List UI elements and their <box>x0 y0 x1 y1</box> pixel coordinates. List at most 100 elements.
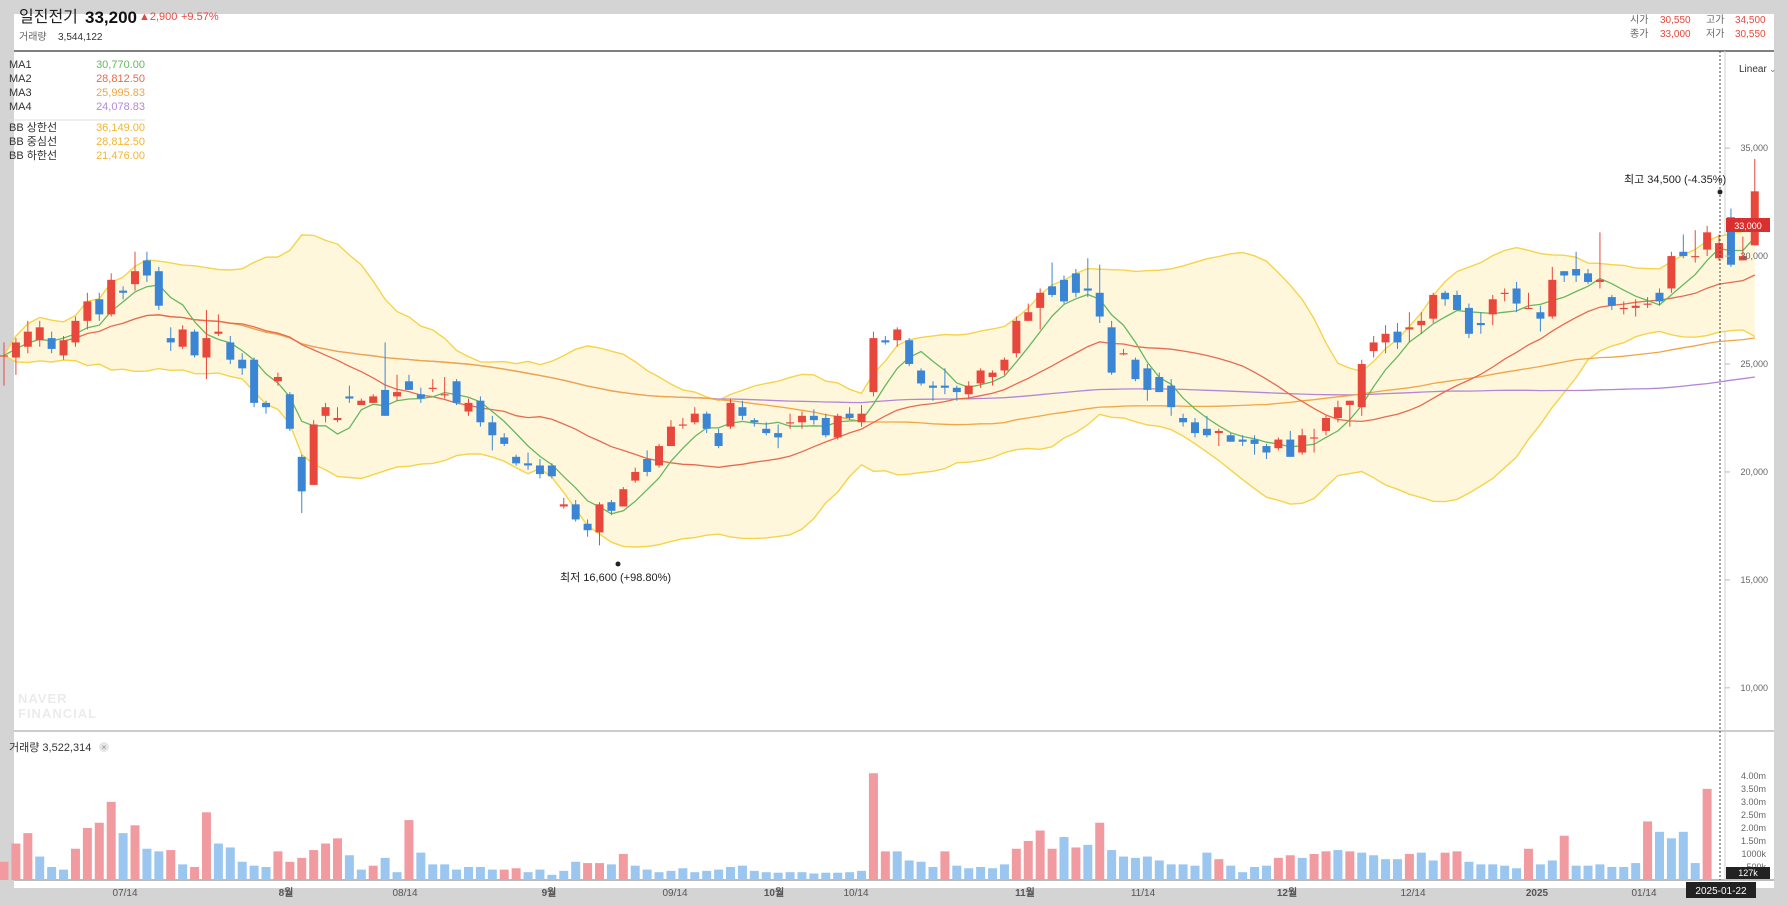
scale-mode-selector[interactable]: Linear ⌄ <box>1739 64 1777 75</box>
candle-body <box>1595 279 1604 282</box>
candle-body <box>1369 342 1378 352</box>
volume-bar <box>59 869 69 880</box>
volume-bar <box>1440 852 1450 880</box>
candle-body <box>1405 327 1414 330</box>
legend-value: 28,812.50 <box>96 73 145 85</box>
candle <box>524 452 533 470</box>
candle <box>1083 258 1092 298</box>
candle <box>226 335 235 365</box>
volume-bar <box>309 850 319 880</box>
volume-bar <box>642 869 652 880</box>
candle <box>262 400 271 414</box>
candle-body <box>1619 307 1628 310</box>
price-axis-label: 15,000 <box>1740 575 1768 585</box>
candle-body <box>750 420 759 423</box>
volume-bar <box>761 872 771 880</box>
scale-mode-label[interactable]: Linear <box>1739 64 1767 75</box>
volume-bar <box>344 855 354 880</box>
legend-value: 30,770.00 <box>96 59 145 71</box>
open-label: 시가 <box>1630 14 1648 26</box>
candle <box>1643 297 1652 308</box>
candle-body <box>1202 428 1211 436</box>
volume-bar <box>547 874 557 880</box>
candle <box>595 502 604 546</box>
volume-bar <box>1369 855 1379 880</box>
axes: 35,000 30,000 25,000 20,000 15,000 10,000 4.00… <box>112 143 1768 899</box>
candle <box>142 251 151 282</box>
candle-body <box>285 394 294 429</box>
candle-body <box>881 340 890 343</box>
volume-bar <box>797 872 807 880</box>
candle <box>750 417 759 427</box>
candle-body <box>678 424 687 426</box>
close-icon[interactable] <box>99 742 109 752</box>
candle-body <box>440 394 449 396</box>
candle-body <box>1083 288 1092 291</box>
volume-bar <box>416 852 426 880</box>
candle-body <box>512 456 521 464</box>
volume-label: 거래량 <box>19 31 47 43</box>
candle-body <box>1500 292 1509 294</box>
candle-body <box>1059 279 1068 302</box>
bollinger-upper-line <box>3 213 1756 402</box>
candle <box>714 428 723 449</box>
candle <box>357 398 366 406</box>
candle-body <box>202 338 211 358</box>
svg-text:FINANCIAL: FINANCIAL <box>18 706 97 721</box>
volume-bar <box>1166 864 1176 880</box>
candle-body <box>119 290 128 293</box>
candle <box>119 286 128 300</box>
candle-body <box>214 331 223 334</box>
candle <box>1298 428 1307 455</box>
volume-axis-label: 500k <box>1746 862 1766 872</box>
candle-body <box>1607 297 1616 306</box>
candle-body <box>1095 292 1104 317</box>
candle-body <box>1155 376 1164 393</box>
candle <box>1262 443 1271 459</box>
candle <box>1464 303 1473 339</box>
candle-body <box>714 433 723 447</box>
volume-bar <box>82 827 92 880</box>
candle-body <box>226 342 235 360</box>
candle-body <box>1738 256 1747 261</box>
candle-body <box>690 413 699 423</box>
candle <box>428 379 437 393</box>
candle-body <box>1107 327 1116 373</box>
candle <box>178 325 187 349</box>
bollinger-band <box>3 213 1756 548</box>
close-glyph[interactable]: × <box>102 743 107 752</box>
candle-body <box>250 359 259 403</box>
candle <box>416 387 425 403</box>
price-axis-label: 35,000 <box>1740 143 1768 153</box>
candle-body <box>869 338 878 393</box>
candle <box>1012 316 1021 358</box>
chevron-down-icon[interactable]: ⌄ <box>1769 64 1777 74</box>
candle <box>833 413 842 440</box>
candle <box>1524 292 1533 310</box>
candle-body <box>500 437 509 444</box>
volume-bar <box>785 872 795 880</box>
candle-body <box>35 327 44 341</box>
candle-body <box>1143 368 1152 390</box>
candle-body <box>571 504 580 520</box>
volume-bar <box>1535 864 1545 880</box>
volume-bar <box>249 865 259 880</box>
candle <box>1429 292 1438 323</box>
volume-bar <box>1690 863 1700 880</box>
candle-body <box>774 433 783 438</box>
volume-bar <box>606 864 616 880</box>
volume-bar <box>1297 857 1307 880</box>
legend-value: 25,995.83 <box>96 87 145 99</box>
candle-body <box>1476 323 1485 326</box>
candle <box>1619 301 1628 315</box>
candle-body <box>917 370 926 384</box>
legend-label: MA4 <box>9 101 32 113</box>
candle <box>404 374 413 390</box>
volume-bar <box>94 822 104 880</box>
current-price-tag: 33,000 <box>1734 221 1762 231</box>
candle <box>1476 312 1485 334</box>
candle-body <box>1715 243 1724 259</box>
volume-bar <box>1071 847 1081 880</box>
candle-body <box>273 376 282 382</box>
